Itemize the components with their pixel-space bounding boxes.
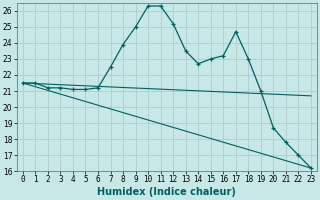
X-axis label: Humidex (Indice chaleur): Humidex (Indice chaleur): [98, 187, 236, 197]
